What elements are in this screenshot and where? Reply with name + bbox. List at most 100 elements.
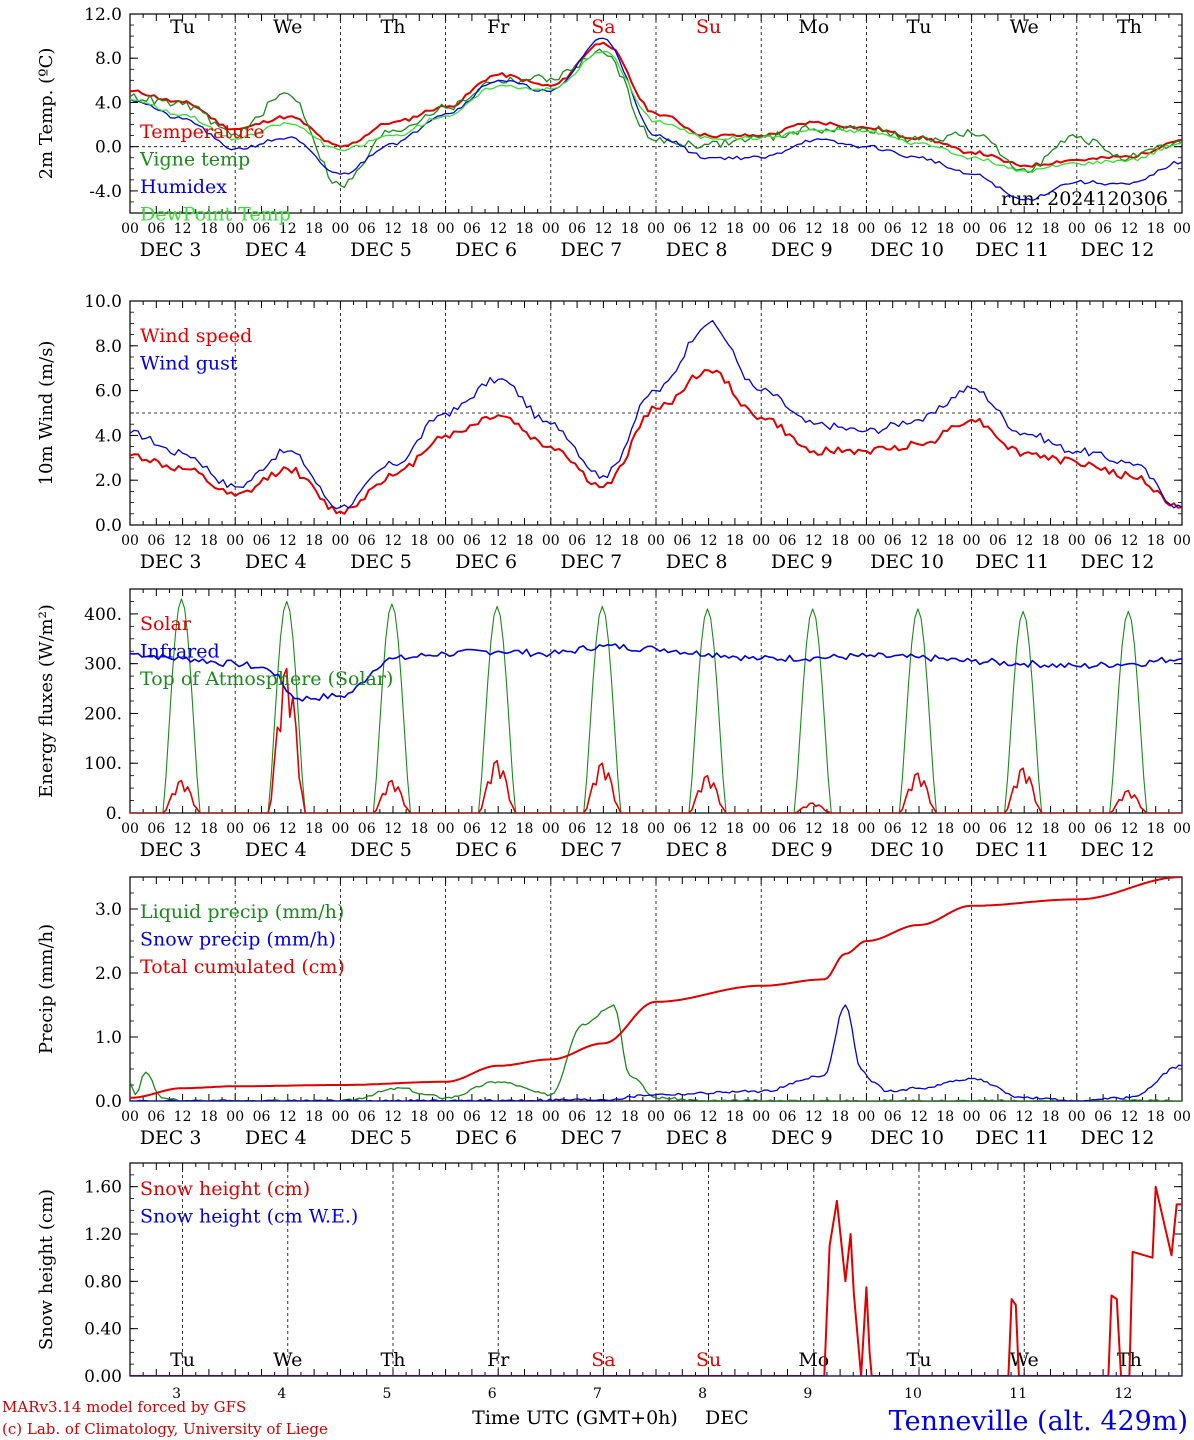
hour-label: 12 xyxy=(594,1109,612,1125)
hour-label: 12 xyxy=(700,533,718,549)
y-tick-label: 0.0 xyxy=(95,1092,122,1112)
y-axis-label: Energy fluxes (W/m²) xyxy=(36,604,57,798)
date-label: DEC 5 xyxy=(350,1127,412,1149)
y-tick-label: 0.80 xyxy=(84,1272,122,1292)
hour-label: 06 xyxy=(463,821,481,837)
y-tick-label: -4.0 xyxy=(89,182,122,202)
weekday-label: We xyxy=(1010,1349,1039,1371)
hour-label: 00 xyxy=(226,533,244,549)
hour-label: 18 xyxy=(410,821,428,837)
date-label: DEC 12 xyxy=(1080,551,1154,573)
date-label: DEC 10 xyxy=(870,1127,944,1149)
hour-label: 06 xyxy=(253,221,271,237)
day-number-label: 9 xyxy=(803,1386,812,1402)
day-number-label: 6 xyxy=(488,1386,497,1402)
hour-label: 12 xyxy=(384,1109,402,1125)
date-label: DEC 8 xyxy=(666,1127,728,1149)
hour-label: 12 xyxy=(1120,1109,1138,1125)
hour-label: 18 xyxy=(410,1109,428,1125)
hour-label: 00 xyxy=(857,533,875,549)
y-tick-label: 1.20 xyxy=(84,1225,122,1245)
day-number-label: 4 xyxy=(277,1386,286,1402)
hour-label: 18 xyxy=(726,533,744,549)
date-label: DEC 8 xyxy=(666,839,728,861)
y-tick-label: 400. xyxy=(84,605,122,625)
hour-label: 00 xyxy=(226,1109,244,1125)
hour-label: 00 xyxy=(752,821,770,837)
hour-label: 00 xyxy=(963,1109,981,1125)
hour-label: 00 xyxy=(647,821,665,837)
legend-entry: DewPoint Temp xyxy=(140,204,291,226)
weekday-label: Th xyxy=(381,16,406,38)
y-tick-label: 12.0 xyxy=(84,5,122,25)
date-label: DEC 8 xyxy=(666,551,728,573)
hour-label: 06 xyxy=(673,1109,691,1125)
hour-label: 18 xyxy=(1147,821,1165,837)
date-label: DEC 9 xyxy=(771,839,833,861)
hour-label: 12 xyxy=(910,221,928,237)
hour-label: 18 xyxy=(410,533,428,549)
hour-label: 12 xyxy=(594,221,612,237)
credit-line-2: (c) Lab. of Climatology, University of L… xyxy=(2,1420,328,1438)
hour-label: 18 xyxy=(936,221,954,237)
hour-label: 00 xyxy=(542,821,560,837)
weekday-label: Sa xyxy=(591,1349,615,1371)
hour-label: 00 xyxy=(1068,821,1086,837)
date-label: DEC 12 xyxy=(1080,839,1154,861)
hour-label: 12 xyxy=(174,533,192,549)
y-tick-label: 0.40 xyxy=(84,1320,122,1340)
date-label: DEC 8 xyxy=(666,239,728,261)
weekday-label: We xyxy=(273,16,302,38)
hour-label: 06 xyxy=(463,221,481,237)
hour-label: 12 xyxy=(384,821,402,837)
hour-label: 06 xyxy=(358,1109,376,1125)
hour-label: 00 xyxy=(226,221,244,237)
credit-line-1: MARv3.14 model forced by GFS xyxy=(2,1398,246,1416)
date-label: DEC 3 xyxy=(140,1127,202,1149)
hour-label: 00 xyxy=(1068,533,1086,549)
hour-label: 06 xyxy=(1094,821,1112,837)
date-label: DEC 6 xyxy=(455,551,517,573)
hour-label: 00 xyxy=(331,533,349,549)
y-tick-label: 0.0 xyxy=(95,138,122,158)
hour-label: 06 xyxy=(568,221,586,237)
hour-label: 18 xyxy=(516,1109,534,1125)
hour-label: 18 xyxy=(516,221,534,237)
hour-label: 00 xyxy=(226,821,244,837)
hour-label: 12 xyxy=(174,821,192,837)
hour-label: 18 xyxy=(305,533,323,549)
hour-label: 12 xyxy=(1015,1109,1033,1125)
y-tick-label: 10.0 xyxy=(84,292,122,312)
hour-label: 18 xyxy=(410,221,428,237)
hour-label: 00 xyxy=(437,1109,455,1125)
panel-3: 400. 300. 200. 100. 0. Energy fluxes (W/m²) 00… xyxy=(36,588,1191,861)
y-tick-label: 8.0 xyxy=(95,49,122,69)
hour-label: 18 xyxy=(831,221,849,237)
hour-label: 12 xyxy=(384,221,402,237)
date-label: DEC 6 xyxy=(455,239,517,261)
hour-label: 12 xyxy=(174,221,192,237)
y-axis-label: Snow height (cm) xyxy=(36,1189,57,1350)
hour-label: 00 xyxy=(963,221,981,237)
hour-label: 00 xyxy=(963,821,981,837)
y-tick-label: 0.00 xyxy=(84,1367,122,1387)
y-tick-label: 6.0 xyxy=(95,382,122,402)
weekday-label: Tu xyxy=(170,1349,195,1371)
legend-entry: Vigne temp xyxy=(139,149,250,171)
hour-label: 06 xyxy=(779,533,797,549)
hour-label: 18 xyxy=(621,533,639,549)
hour-label: 12 xyxy=(594,533,612,549)
hour-label: 00 xyxy=(437,221,455,237)
hour-label: 00 xyxy=(963,533,981,549)
hour-label: 12 xyxy=(1120,533,1138,549)
x-axis-month: DEC xyxy=(705,1407,749,1429)
hour-label: 00 xyxy=(331,821,349,837)
hour-label: 18 xyxy=(1042,533,1060,549)
hour-label: 00 xyxy=(437,533,455,549)
series-group xyxy=(130,319,1182,515)
hour-label: 06 xyxy=(673,533,691,549)
date-label: DEC 5 xyxy=(350,239,412,261)
date-label: DEC 7 xyxy=(561,1127,623,1149)
series-line-temperature xyxy=(130,41,1182,168)
